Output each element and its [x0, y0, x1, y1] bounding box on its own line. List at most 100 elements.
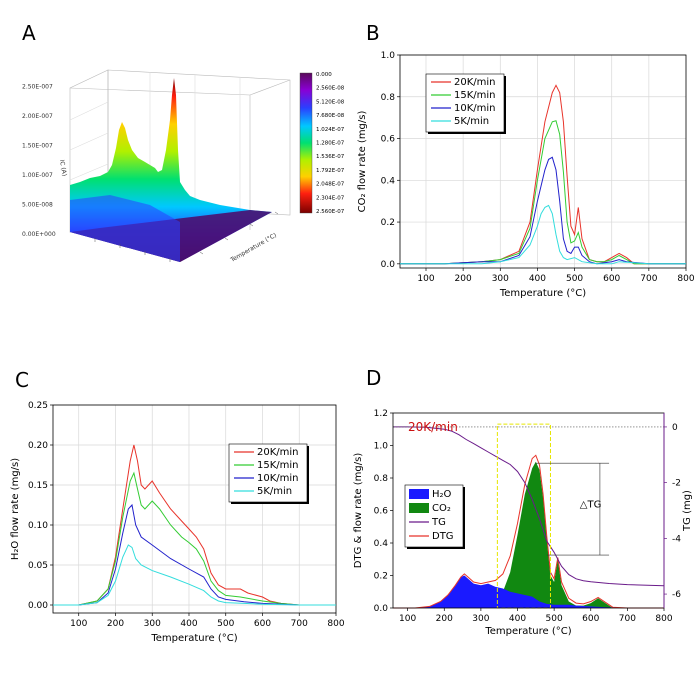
y-tick-label: 0.05	[28, 561, 48, 571]
panel-a-ztick-label: 2.50E-007	[22, 84, 53, 91]
legend-label: 15K/min	[454, 90, 496, 101]
panel-a-colorbar-label: 1.024E-07	[316, 127, 345, 133]
panel-a-colorbar-label: 2.560E-07	[316, 209, 345, 215]
x-axis-title: Temperature (°C)	[499, 288, 586, 299]
panel-a-colorbar-label: 5.120E-08	[316, 99, 345, 105]
y-tick-label: 0.15	[28, 481, 48, 491]
series-line	[53, 444, 336, 606]
legend-label: 5K/min	[454, 116, 489, 127]
panel-label-c: C	[15, 368, 29, 392]
y-right-axis-title: TG (mg)	[682, 490, 693, 532]
series-line	[53, 544, 336, 606]
panel-a-colorbar-labels: 0.000 2.560E-08 5.120E-08 7.680E-08 1.024E-0…	[316, 72, 345, 215]
panel-c-h2o-chart: 100 200 300 400 500 600 700 800 0.00 0.05 0.10 0.15…	[10, 401, 345, 644]
y-tick-label: 0.25	[28, 401, 48, 411]
x-axis-title: Temperature (°C)	[484, 626, 571, 637]
x-tick-label: 200	[455, 274, 472, 284]
series-line	[400, 156, 686, 265]
y-right-tick-label: -4	[672, 534, 681, 544]
x-tick-label: 500	[566, 274, 583, 284]
panel-a-zticks: 0.00E+000 5.00E-008 1.00E-007 1.50E-007 2.00…	[22, 84, 56, 239]
legend-label: 20K/min	[454, 77, 496, 88]
legend-label: TG	[431, 517, 446, 528]
panel-b-co2-chart: 100 200 300 400 500 600 700 800 0.0 0.2 0.4 0.6 0.8 1…	[357, 51, 695, 299]
x-tick-label: 500	[546, 614, 563, 624]
y-tick-label: 0.0	[381, 260, 396, 270]
y-axis-title: H₂O flow rate (mg/s)	[10, 458, 21, 560]
y-tick-label: 0.00	[28, 601, 48, 611]
panel-a-zlabel: IC (A)	[58, 159, 68, 177]
y-tick-label: 0.8	[381, 93, 396, 103]
y-tick-label: 1.2	[374, 409, 388, 419]
panel-a-ztick-label: 1.50E-007	[22, 143, 53, 150]
y-tick-label: 0.6	[381, 135, 396, 145]
panel-a-colorbar-label: 0.000	[316, 72, 332, 78]
series-line	[400, 84, 686, 265]
legend-swatch	[409, 503, 429, 513]
y-tick-label: 0.10	[28, 521, 48, 531]
panel-a-colorbar-label: 2.048E-07	[316, 182, 345, 188]
y-tick-label: 0.4	[374, 539, 389, 549]
series-line	[400, 120, 686, 265]
x-tick-label: 600	[603, 274, 620, 284]
x-tick-label: 200	[436, 614, 453, 624]
x-tick-label: 400	[529, 274, 546, 284]
y-tick-label: 0.0	[374, 604, 389, 614]
y-tick-label: 0.20	[28, 441, 48, 451]
y-right-tick-label: -6	[672, 590, 681, 600]
series-line	[53, 503, 336, 606]
y-tick-label: 0.6	[374, 507, 389, 517]
x-tick-label: 100	[417, 274, 434, 284]
legend: 20K/min 15K/min 10K/min 5K/min	[425, 73, 506, 134]
panel-a-colorbar-label: 2.304E-07	[316, 195, 345, 201]
panel-a-colorbar-label: 1.280E-07	[316, 141, 345, 147]
dtg-line	[393, 454, 664, 609]
x-tick-label: 800	[677, 274, 694, 284]
legend-box	[425, 73, 505, 133]
x-tick-label: 300	[144, 619, 161, 629]
reaction-window	[496, 423, 551, 609]
panel-a-ztick-label: 2.00E-007	[22, 113, 53, 120]
co2-area	[393, 461, 664, 608]
panel-label-a: A	[22, 21, 36, 45]
x-tick-label: 600	[582, 614, 599, 624]
panel-a-ztick-label: 5.00E-008	[22, 202, 53, 209]
panel-a-ztick-label: 0.00E+000	[22, 231, 56, 238]
panel-a-colorbar-label: 2.560E-08	[316, 86, 345, 92]
x-axis-title: Temperature (°C)	[150, 633, 237, 644]
h2o-area	[393, 575, 664, 608]
panel-a-colorbar	[299, 72, 313, 214]
legend-swatch	[409, 489, 429, 499]
x-tick-label: 200	[107, 619, 124, 629]
delta-tg-marker: △TG	[535, 462, 610, 556]
x-tick-label: 400	[180, 619, 197, 629]
x-tick-label: 500	[217, 619, 234, 629]
y-axis-title: CO₂ flow rate (mg/s)	[357, 111, 368, 213]
panel-a-bottom-ticks	[94, 211, 279, 262]
legend-label: H₂O	[432, 489, 452, 500]
y-tick-label: 0.8	[374, 474, 389, 484]
legend-label: 20K/min	[257, 447, 299, 458]
x-tick-label: 600	[254, 619, 271, 629]
legend-label: DTG	[432, 531, 454, 542]
legend: H₂O CO₂ TG DTG	[404, 484, 465, 549]
panel-a-xlabel: Temperature (°C)	[229, 232, 278, 264]
x-tick-label: 400	[509, 614, 526, 624]
panel-label-d: D	[366, 366, 381, 390]
panel-a-colorbar-label: 1.536E-07	[316, 154, 345, 160]
legend-label: 10K/min	[454, 103, 496, 114]
tg-line	[393, 426, 665, 587]
plot-frame	[399, 54, 687, 269]
y-tick-label: 1.0	[381, 51, 396, 61]
plot-frame	[52, 404, 337, 614]
y-tick-label: 0.2	[374, 572, 388, 582]
y-axis-title: DTG & flow rate (mg/s)	[353, 453, 364, 569]
series-line	[53, 471, 336, 606]
legend-label: CO₂	[432, 503, 451, 514]
series-line	[400, 204, 686, 265]
y-right-tick-label: 0	[672, 423, 678, 433]
legend-label: 5K/min	[257, 486, 292, 497]
y-tick-label: 0.4	[381, 176, 396, 186]
x-tick-label: 800	[655, 614, 672, 624]
